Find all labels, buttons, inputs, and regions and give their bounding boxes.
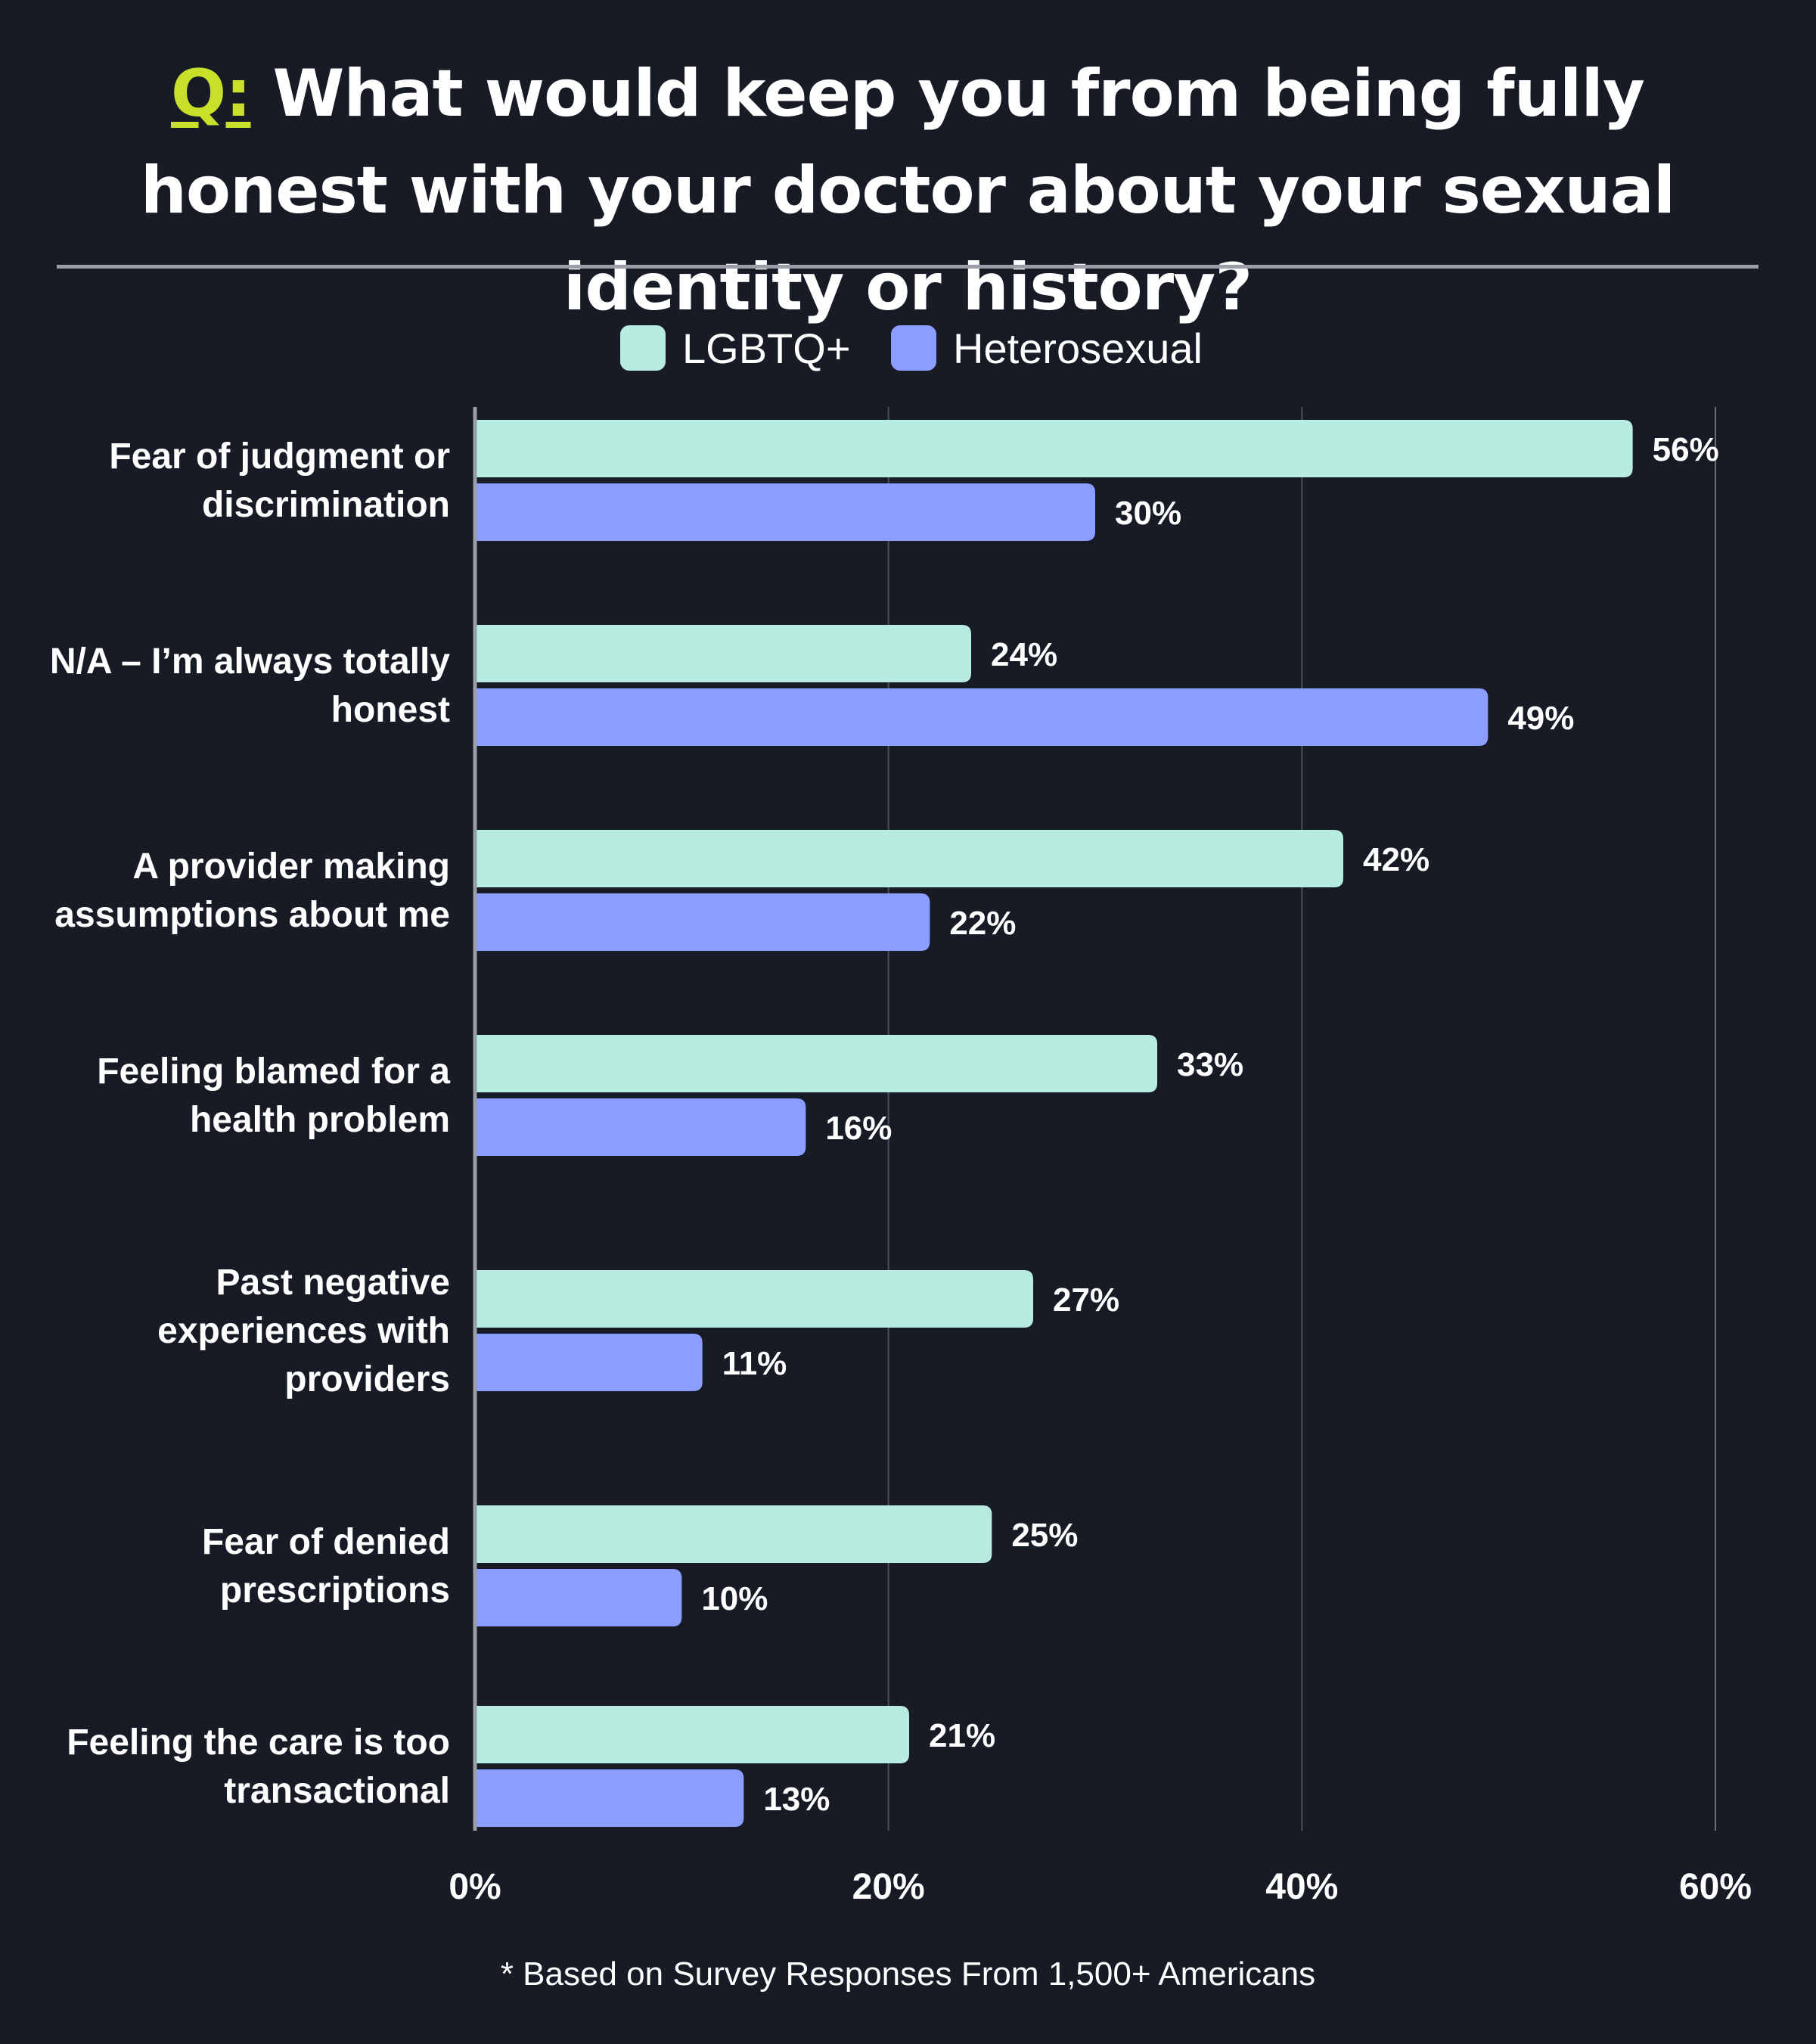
bar [475, 1505, 992, 1563]
data-label: 11% [722, 1345, 787, 1382]
legend-item-lgbtq: LGBTQ+ [620, 322, 851, 374]
data-label: 42% [1363, 841, 1430, 878]
data-label: 56% [1653, 431, 1719, 468]
bar [475, 830, 1343, 887]
data-label: 30% [1115, 495, 1181, 532]
legend-label-lgbtq: LGBTQ+ [682, 324, 851, 372]
category-label: assumptions about me [54, 895, 450, 935]
category-label: transactional [224, 1771, 450, 1811]
category-label: Fear of judgment or [109, 436, 450, 477]
x-tick-label: 60% [1679, 1867, 1752, 1907]
data-label: 24% [991, 636, 1057, 673]
legend: LGBTQ+ Heterosexual [0, 322, 1816, 374]
bar [475, 483, 1095, 541]
category-label: N/A – I’m always totally [50, 641, 450, 682]
data-label: 25% [1011, 1517, 1078, 1554]
title-divider [57, 265, 1759, 269]
category-label: honest [331, 690, 450, 730]
bar [475, 1569, 682, 1626]
legend-swatch-lgbtq [620, 325, 666, 371]
footnote: * Based on Survey Responses From 1,500+ … [500, 1955, 1316, 1993]
category-label: discrimination [202, 485, 450, 525]
bar [475, 1270, 1033, 1328]
title-prefix: Q: [171, 56, 251, 132]
bar [475, 420, 1633, 477]
x-tick-label: 40% [1265, 1867, 1338, 1907]
bar [475, 1035, 1157, 1092]
data-label: 16% [825, 1110, 892, 1147]
category-label: health problem [190, 1100, 450, 1140]
category-label: providers [284, 1359, 450, 1399]
legend-label-heterosexual: Heterosexual [953, 324, 1203, 372]
data-label: 13% [763, 1781, 830, 1818]
bar [475, 1334, 703, 1391]
data-label: 27% [1053, 1281, 1119, 1319]
bar [475, 1098, 806, 1156]
data-label: 21% [929, 1717, 995, 1754]
category-label: A provider making [132, 846, 450, 887]
data-label: 22% [949, 905, 1016, 942]
data-label: 33% [1177, 1046, 1243, 1083]
bar [475, 688, 1488, 746]
title-text: What would keep you from being fully hon… [140, 56, 1676, 325]
category-label: Feeling the care is too [67, 1722, 450, 1763]
category-label: Feeling blamed for a [97, 1052, 450, 1092]
data-label: 49% [1507, 700, 1574, 737]
category-label: Past negative [216, 1263, 450, 1303]
legend-item-heterosexual: Heterosexual [891, 322, 1203, 374]
legend-swatch-heterosexual [891, 325, 936, 371]
chart-title: Q: What would keep you from being fully … [45, 45, 1770, 336]
bar [475, 625, 971, 682]
data-label: 10% [701, 1580, 768, 1617]
category-label: prescriptions [220, 1570, 450, 1611]
category-label: experiences with [157, 1311, 450, 1351]
bar [475, 893, 930, 951]
x-tick-label: 0% [449, 1867, 501, 1907]
bar [475, 1706, 909, 1763]
bar [475, 1769, 744, 1827]
category-label: Fear of denied [202, 1522, 450, 1562]
x-tick-label: 20% [852, 1867, 925, 1907]
